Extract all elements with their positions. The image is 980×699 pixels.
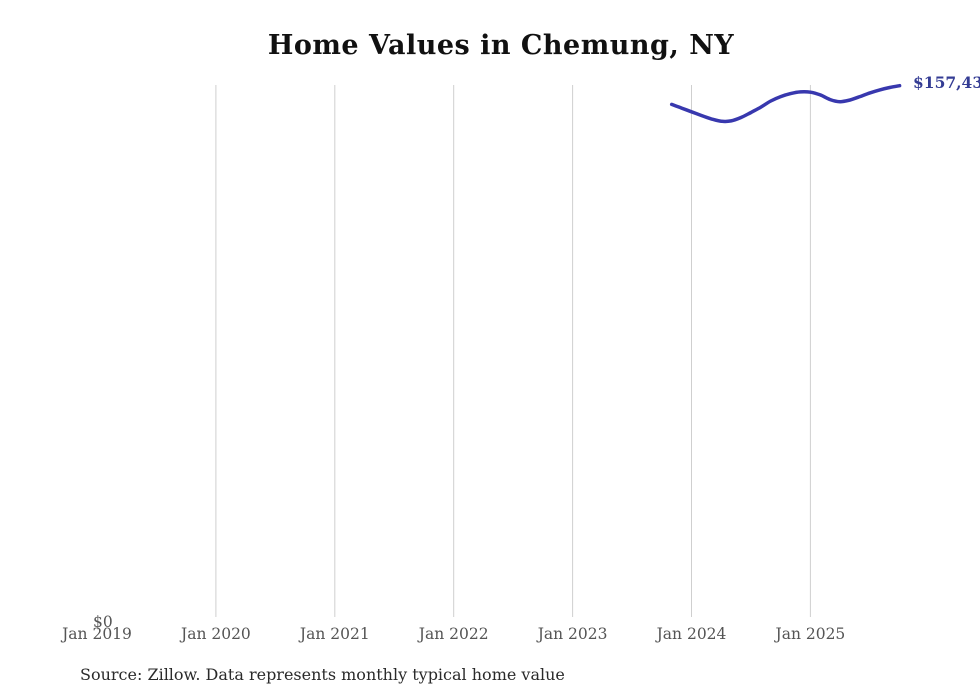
latest-value-label: $157,433	[913, 73, 980, 92]
x-axis-label: Jan 2021	[299, 625, 370, 643]
home-value-line	[669, 83, 902, 124]
y-axis-zero-label: $0	[93, 613, 113, 631]
x-axis-label: Jan 2023	[537, 625, 608, 643]
chart-title: Home Values in Chemung, NY	[267, 30, 735, 61]
x-axis-label: Jan 2020	[180, 625, 251, 643]
x-axis-label: Jan 2019	[62, 625, 132, 643]
x-axis-label: Jan 2024	[656, 625, 727, 643]
source-note: Source: Zillow. Data represents monthly …	[80, 665, 565, 684]
x-axis-label: Jan 2022	[418, 625, 489, 643]
gridlines	[215, 85, 811, 617]
x-axis-label: Jan 2025	[775, 625, 846, 643]
